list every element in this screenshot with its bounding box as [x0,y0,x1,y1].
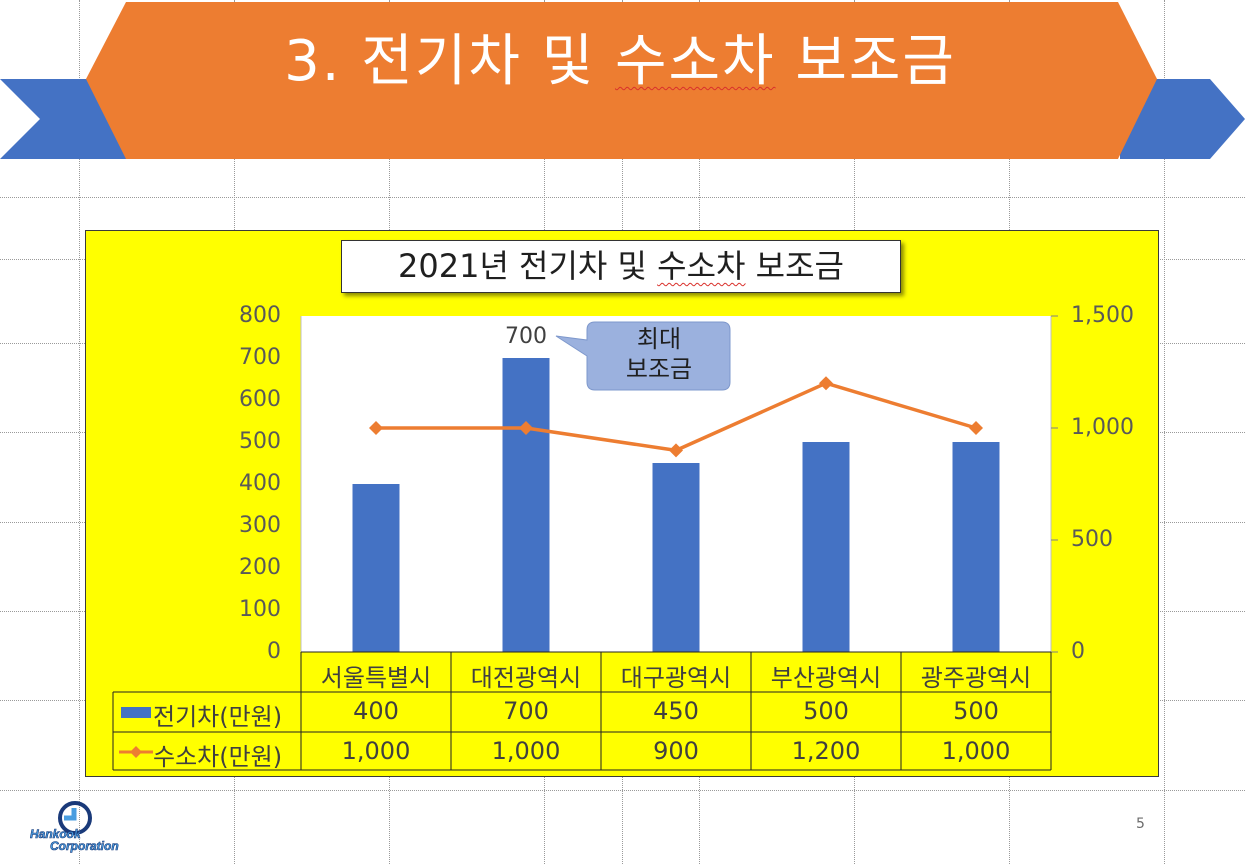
table-value: 450 [653,697,699,725]
bar-data-label: 700 [505,324,547,349]
line-marker-1 [369,421,383,435]
line-marker-3 [669,443,683,458]
category-label: 부산광역시 [770,664,882,692]
table-value: 1,200 [791,737,861,765]
table-value: 700 [503,697,549,725]
page-number: 5 [1136,816,1145,832]
left-axis-tick-label: 300 [239,513,281,538]
slide-title-prefix: 3. 전기차 및 [284,29,615,94]
right-axis-tick-label: 1,500 [1071,303,1134,328]
table-value: 400 [353,697,399,725]
bar-4 [802,442,850,652]
left-axis-tick-label: 800 [239,303,281,328]
left-axis-tick-label: 400 [239,471,281,496]
bar-2 [502,358,550,652]
left-axis-tick-label: 0 [267,639,281,664]
callout-line-2: 보조금 [625,355,693,383]
left-axis-tick-label: 100 [239,597,281,622]
chart-title-prefix: 2021년 전기차 및 [398,247,658,285]
bar-1 [352,484,400,652]
left-axis-tick-label: 200 [239,555,281,580]
line-marker-4 [819,376,833,391]
chart-title-marked: 수소차 [657,247,746,285]
left-axis-tick-label: 500 [239,429,281,454]
table-value: 500 [953,697,999,725]
hankook-logo-icon: Hankook Corporation [30,801,119,853]
slide-title-suffix: 보조금 [775,29,956,94]
table-value: 500 [803,697,849,725]
left-axis-tick-label: 700 [239,345,281,370]
bar-5 [952,442,1000,652]
callout-line-1: 최대 [636,325,682,353]
legend-bar-swatch [121,707,151,718]
title-banner [0,2,1245,159]
legend-label: 전기차(만원) [153,703,283,731]
legend-line-swatch-marker [130,746,142,758]
logo-line-1: Hankook [30,827,82,841]
legend-ev[interactable]: 전기차(만원) [113,697,301,731]
left-axis-tick-label: 600 [239,387,281,412]
category-label: 대구광역시 [620,664,732,692]
slide-title-marked: 수소차 [614,29,776,94]
right-axis-tick-label: 0 [1071,639,1085,664]
chart-title-suffix: 보조금 [745,247,844,285]
table-value: 1,000 [941,737,1011,765]
chart-title[interactable]: 2021년 전기차 및 수소차 보조금 [341,240,901,293]
callout-bubble [555,321,731,391]
line-marker-2 [519,421,533,435]
banner-shape [86,2,1157,159]
table-value: 900 [653,737,699,765]
table-value: 1,000 [491,737,561,765]
callout-text: 최대 보조금 [590,324,728,384]
right-axis-tick-label: 500 [1071,527,1113,552]
table-value: 1,000 [341,737,411,765]
category-label: 대전광역시 [470,664,582,692]
bar-3 [652,463,700,652]
legend-label: 수소차(만원) [153,743,283,771]
slide-title: 3. 전기차 및 수소차 보조금 [90,28,1150,95]
category-label: 광주광역시 [920,664,1032,692]
line-marker-5 [969,421,983,435]
legend-hydrogen[interactable]: 수소차(만원) [113,737,301,771]
category-label: 서울특별시 [320,664,432,692]
ribbon-left [0,79,126,159]
logo-line-2: Corporation [50,839,119,853]
legend-bar-swatch-fill [121,707,151,718]
grid-line [0,790,1245,791]
grid-line [0,197,1245,198]
right-axis-tick-label: 1,000 [1071,415,1134,440]
ribbon-right [1120,79,1245,159]
legend-line-swatch [119,746,153,758]
